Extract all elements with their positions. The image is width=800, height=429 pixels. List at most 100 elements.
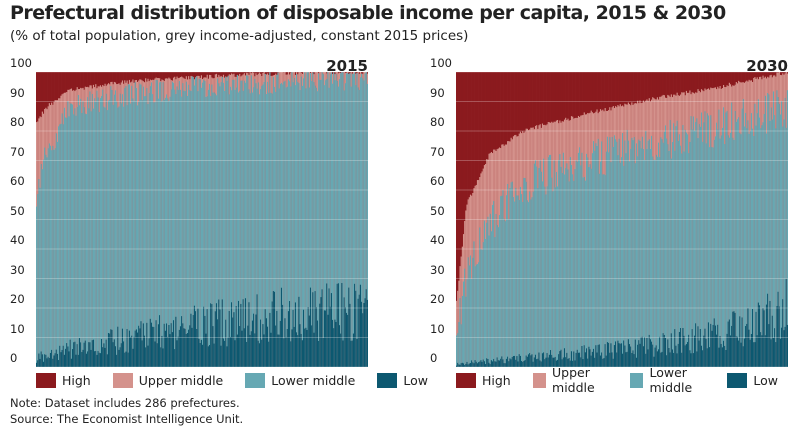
bar-low-106 <box>157 324 160 367</box>
bar-lower-middle-130 <box>185 81 188 367</box>
bar-lower-middle-268 <box>765 133 768 367</box>
bar-lower-middle-209 <box>697 138 699 367</box>
bar-low-84 <box>132 348 134 367</box>
bar-low-27 <box>66 343 68 367</box>
bar-low-144 <box>622 353 624 367</box>
bar-low-238 <box>311 325 313 367</box>
bar-lower-middle-255 <box>750 113 753 367</box>
bar-lower-middle-181 <box>244 82 247 367</box>
bar-lower-middle-272 <box>350 86 353 367</box>
bar-lower-middle-59 <box>103 106 105 367</box>
bar-lower-middle-86 <box>134 82 137 367</box>
bar-low-252 <box>747 308 749 367</box>
bar-lower-middle-219 <box>709 147 711 367</box>
bar-low-23 <box>61 349 64 367</box>
bar-low-83 <box>551 354 553 367</box>
legend-item-upper-middle: Upper middle <box>532 365 608 395</box>
bar-low-30 <box>489 364 492 367</box>
bar-low-81 <box>548 354 551 367</box>
bar-low-41 <box>82 349 84 367</box>
bar-low-69 <box>114 346 117 367</box>
bar-low-81 <box>128 330 131 367</box>
bar-lower-middle-170 <box>232 79 234 367</box>
bar-low-188 <box>673 352 675 367</box>
bar-lower-middle-127 <box>182 83 184 367</box>
bar-low-114 <box>167 336 169 367</box>
bar-low-243 <box>316 320 319 367</box>
bar-low-215 <box>284 318 286 367</box>
bar-lower-middle-187 <box>671 142 674 367</box>
bar-low-108 <box>160 347 162 367</box>
bar-lower-middle-15 <box>472 257 474 367</box>
bar-low-16 <box>473 363 475 367</box>
bar-low-40 <box>81 352 83 367</box>
bar-lower-middle-197 <box>263 81 266 367</box>
legend-item-lower-middle: Lower middle <box>630 365 705 395</box>
bar-lower-middle-166 <box>647 140 650 367</box>
bar-lower-middle-134 <box>610 162 612 367</box>
bar-low-134 <box>610 343 612 367</box>
bar-lower-middle-83 <box>131 85 133 367</box>
legend-label-low: Low <box>753 372 778 388</box>
bar-lower-middle-55 <box>98 112 101 367</box>
bar-low-61 <box>525 355 528 367</box>
bar-lower-middle-17 <box>474 266 477 367</box>
bar-lower-middle-156 <box>215 95 218 367</box>
bar-low-44 <box>85 353 88 367</box>
bar-low-88 <box>136 332 139 367</box>
bar-lower-middle-273 <box>771 119 774 367</box>
bar-lower-middle-78 <box>545 194 547 367</box>
bar-low-266 <box>763 310 766 367</box>
bar-low-50 <box>512 356 515 367</box>
bar-low-91 <box>560 349 562 367</box>
bar-low-125 <box>179 326 182 367</box>
bar-lower-middle-257 <box>333 72 335 367</box>
bar-lower-middle-202 <box>689 141 691 367</box>
bar-low-225 <box>716 334 718 367</box>
bar-low-260 <box>756 335 759 367</box>
bar-low-106 <box>577 352 580 367</box>
bar-lower-middle-251 <box>746 128 748 367</box>
bar-lower-middle-86 <box>554 187 557 367</box>
bar-low-251 <box>746 323 748 367</box>
bar-low-115 <box>168 325 170 367</box>
bar-low-52 <box>515 359 517 367</box>
bar-lower-middle-67 <box>112 104 115 367</box>
bar-lower-middle-196 <box>682 125 684 367</box>
bar-lower-middle-11 <box>467 257 470 367</box>
bar-lower-middle-18 <box>475 264 478 367</box>
bar-lower-middle-135 <box>611 136 614 367</box>
bar-low-49 <box>511 357 514 367</box>
bar-lower-middle-32 <box>491 205 494 367</box>
bar-low-118 <box>591 351 594 367</box>
bar-lower-middle-30 <box>69 103 72 367</box>
y-tick-label-30: 30 <box>430 262 445 277</box>
bar-lower-middle-133 <box>609 137 611 367</box>
bar-low-45 <box>87 351 89 367</box>
bar-low-109 <box>581 345 583 367</box>
bar-low-72 <box>538 352 540 367</box>
bar-lower-middle-108 <box>580 165 582 367</box>
bar-lower-middle-81 <box>128 84 131 367</box>
bar-lower-middle-50 <box>92 108 95 367</box>
bar-low-22 <box>480 360 482 367</box>
bar-low-232 <box>304 328 306 367</box>
bar-lower-middle-117 <box>590 168 593 367</box>
bar-lower-middle-202 <box>269 72 271 367</box>
bar-low-130 <box>605 355 608 367</box>
bar-lower-middle-236 <box>308 87 311 367</box>
bar-lower-middle-43 <box>504 221 507 367</box>
bar-low-78 <box>125 351 127 367</box>
source-note: Source: The Economist Intelligence Unit. <box>10 412 244 426</box>
bar-low-95 <box>145 347 147 367</box>
bar-lower-middle-247 <box>741 108 744 367</box>
bar-lower-middle-91 <box>140 84 142 367</box>
bar-low-148 <box>206 309 209 367</box>
bar-lower-middle-99 <box>569 157 572 367</box>
bar-lower-middle-9 <box>45 154 47 367</box>
bar-low-128 <box>183 328 185 367</box>
bar-lower-middle-123 <box>597 138 600 367</box>
bar-lower-middle-196 <box>262 84 264 367</box>
bar-lower-middle-16 <box>473 241 475 367</box>
bar-lower-middle-20 <box>58 126 60 367</box>
